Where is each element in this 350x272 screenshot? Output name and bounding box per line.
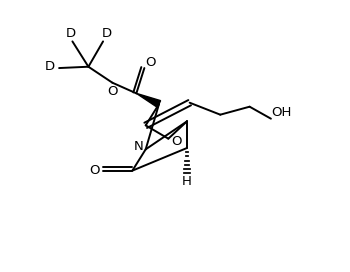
Text: D: D: [45, 60, 55, 73]
Text: D: D: [102, 27, 112, 40]
Text: O: O: [145, 56, 155, 69]
Text: O: O: [108, 85, 118, 98]
Polygon shape: [136, 93, 161, 107]
Text: O: O: [171, 135, 182, 148]
Text: N: N: [134, 140, 144, 153]
Text: OH: OH: [271, 106, 292, 119]
Text: H: H: [182, 175, 192, 188]
Text: D: D: [66, 27, 76, 40]
Text: O: O: [89, 163, 99, 177]
